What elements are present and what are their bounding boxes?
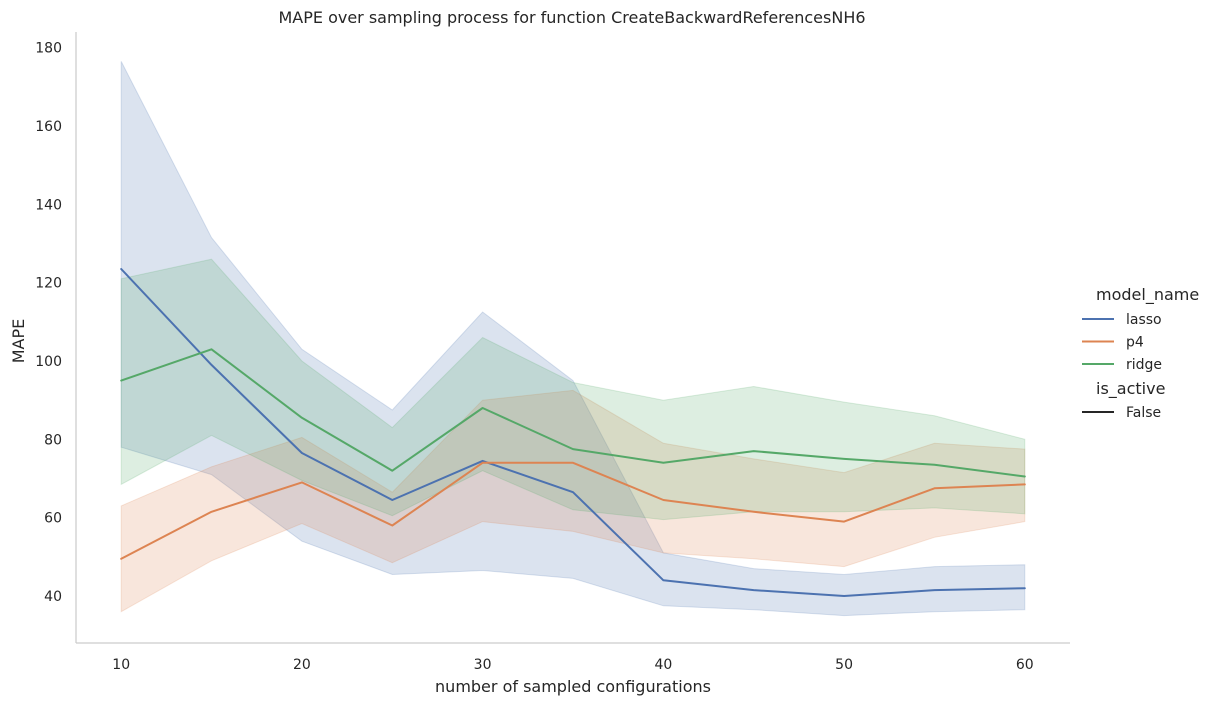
legend-label-ridge: ridge bbox=[1126, 357, 1162, 373]
legend: model_name lasso p4 ridge is_active False bbox=[1082, 285, 1199, 421]
x-tick-label: 20 bbox=[293, 657, 311, 673]
legend-label-lasso: lasso bbox=[1126, 312, 1162, 328]
y-axis-label: MAPE bbox=[9, 319, 28, 364]
x-tick-label: 30 bbox=[474, 657, 492, 673]
legend-style-items: False bbox=[1082, 405, 1161, 421]
x-tick-label: 60 bbox=[1016, 657, 1034, 673]
y-tick-labels: 40 60 80 100 120 140 160 180 bbox=[35, 41, 62, 605]
series-lines bbox=[120, 268, 1026, 597]
y-tick-label: 180 bbox=[35, 41, 62, 57]
y-tick-label: 100 bbox=[35, 354, 62, 370]
chart-title: MAPE over sampling process for function … bbox=[278, 8, 865, 27]
band-p4 bbox=[120, 389, 1026, 613]
y-tick-label: 80 bbox=[44, 432, 62, 448]
line-p4 bbox=[120, 461, 1026, 560]
x-tick-label: 40 bbox=[654, 657, 672, 673]
x-tick-label: 10 bbox=[112, 657, 130, 673]
y-tick-label: 140 bbox=[35, 197, 62, 213]
x-tick-label: 50 bbox=[835, 657, 853, 673]
legend-style-label: False bbox=[1126, 405, 1161, 421]
confidence-bands bbox=[120, 61, 1026, 617]
y-tick-label: 60 bbox=[44, 511, 62, 527]
legend-style-title: is_active bbox=[1096, 379, 1165, 399]
y-tick-label: 40 bbox=[44, 589, 62, 605]
line-lasso bbox=[120, 268, 1026, 597]
legend-label-p4: p4 bbox=[1126, 335, 1144, 351]
line-ridge bbox=[120, 348, 1026, 478]
legend-hue-items: lasso p4 ridge bbox=[1082, 312, 1162, 373]
legend-hue-title: model_name bbox=[1096, 285, 1199, 305]
x-tick-labels: 10 20 30 40 50 60 bbox=[112, 657, 1033, 673]
y-tick-label: 120 bbox=[35, 276, 62, 292]
y-tick-label: 160 bbox=[35, 119, 62, 135]
x-axis-label: number of sampled configurations bbox=[435, 677, 711, 696]
